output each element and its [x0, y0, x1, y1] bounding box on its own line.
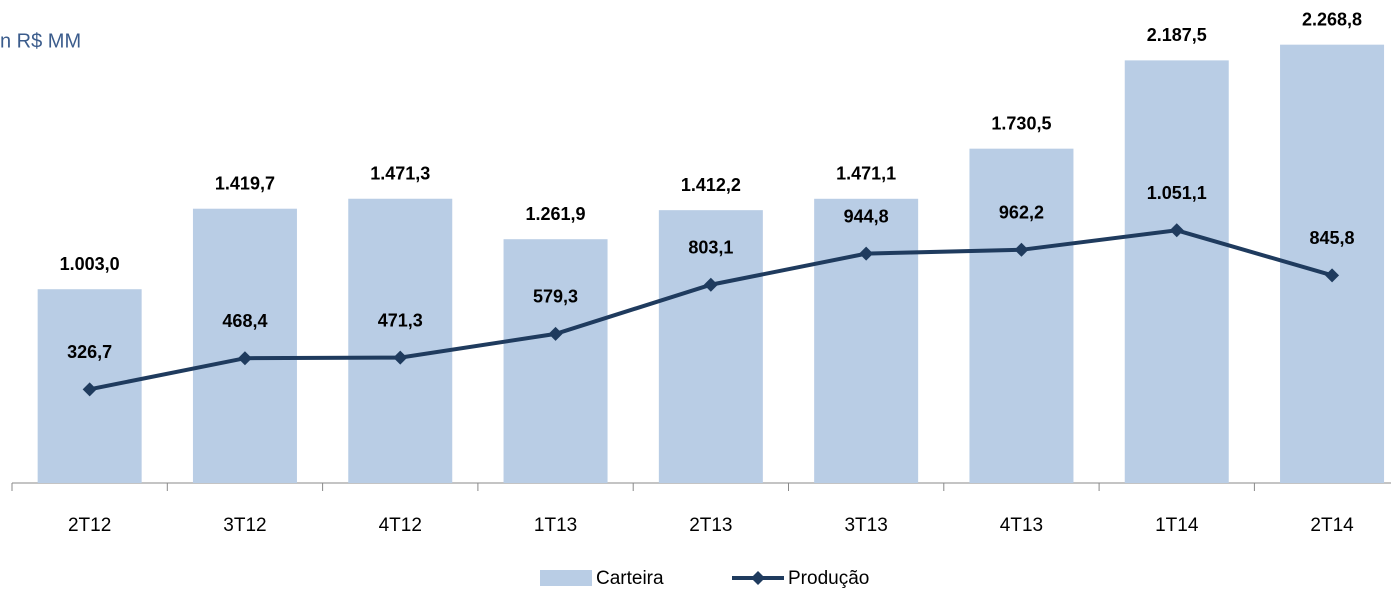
bar-label: 1.419,7	[215, 173, 275, 193]
legend-swatch	[540, 570, 592, 586]
chart-title: n R$ MM	[0, 30, 81, 52]
line-label: 471,3	[378, 310, 423, 330]
bar	[1124, 60, 1229, 483]
line-marker	[393, 350, 408, 365]
bar	[969, 148, 1074, 483]
line-marker	[703, 277, 718, 292]
bar-label: 1.261,9	[526, 204, 586, 224]
bar	[192, 208, 297, 483]
line-marker	[1014, 242, 1029, 257]
line-label: 468,4	[222, 311, 267, 331]
bar	[814, 198, 919, 483]
x-tick-label: 3T13	[844, 515, 887, 536]
line-label: 944,8	[844, 206, 889, 226]
line-label: 326,7	[67, 342, 112, 362]
bar	[658, 210, 763, 483]
line-marker	[859, 246, 874, 261]
bar-label: 2.187,5	[1147, 25, 1207, 45]
line-marker	[1169, 223, 1184, 238]
x-tick-label: 2T13	[689, 515, 732, 536]
line-marker	[237, 351, 252, 366]
line-label: 1.051,1	[1147, 183, 1207, 203]
bar	[503, 239, 608, 483]
line-label: 579,3	[533, 287, 578, 307]
bar-label: 1.003,0	[60, 254, 120, 274]
x-tick-label: 1T13	[534, 515, 577, 536]
bar	[348, 198, 453, 483]
line-marker	[548, 326, 563, 341]
line-label: 962,2	[999, 203, 1044, 223]
bar-label: 2.268,8	[1302, 9, 1362, 29]
line-marker	[1325, 268, 1340, 283]
x-tick-label: 4T13	[1000, 515, 1043, 536]
x-tick-label: 3T12	[223, 515, 266, 536]
line-label: 803,1	[688, 237, 733, 257]
x-tick-label: 2T12	[68, 515, 111, 536]
bar-label: 1.471,3	[370, 163, 430, 183]
x-tick-label: 1T14	[1155, 515, 1199, 536]
x-tick-label: 4T12	[379, 515, 422, 536]
bar-label: 1.730,5	[991, 113, 1051, 133]
line-marker	[82, 382, 97, 397]
legend-marker	[751, 571, 765, 585]
bar-label: 1.412,2	[681, 175, 741, 195]
legend-label: Produção	[788, 568, 869, 589]
line-label: 845,8	[1310, 228, 1355, 248]
legend-label: Carteira	[596, 568, 664, 589]
x-tick-label: 2T14	[1310, 515, 1354, 536]
bar-label: 1.471,1	[836, 164, 896, 184]
